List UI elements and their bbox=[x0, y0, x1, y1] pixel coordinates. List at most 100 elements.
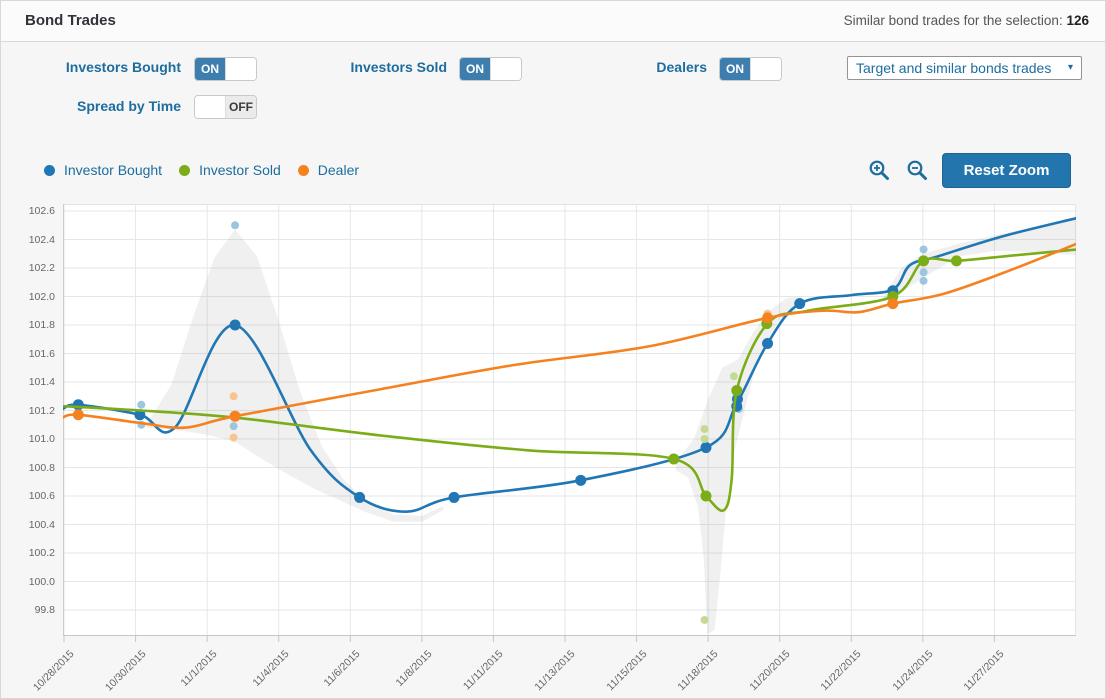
x-axis-tick-label: 11/13/2015 bbox=[532, 648, 578, 694]
y-axis-tick-label: 101.2 bbox=[28, 404, 55, 417]
legend-dot-icon bbox=[44, 164, 55, 176]
y-axis-tick-label: 102.2 bbox=[28, 262, 55, 274]
magnifier-plus-icon bbox=[869, 160, 889, 180]
y-axis-tick-label: 100.2 bbox=[28, 547, 55, 559]
data-point-dealer[interactable] bbox=[229, 410, 241, 422]
data-point-investor-bought[interactable] bbox=[575, 474, 587, 486]
toggle-knob bbox=[195, 96, 226, 118]
spread-by-time-toggle[interactable]: OFF bbox=[194, 95, 257, 119]
data-point-investor-bought[interactable] bbox=[762, 338, 774, 350]
bond-trades-chart[interactable] bbox=[63, 204, 1076, 644]
data-point-dealer[interactable] bbox=[72, 409, 84, 421]
satellite-point-dealer[interactable] bbox=[229, 433, 238, 442]
y-axis-tick-label: 102.6 bbox=[28, 205, 55, 217]
zoom-out-button[interactable] bbox=[906, 159, 929, 182]
investors-sold-label: Investors Sold bbox=[350, 59, 447, 75]
trades-scope-value: Target and similar bonds trades bbox=[856, 60, 1052, 76]
y-axis-tick-label: 102.4 bbox=[28, 233, 55, 246]
y-axis-tick-label: 101.4 bbox=[28, 376, 55, 388]
satellite-point-investor-bought[interactable] bbox=[137, 400, 146, 409]
data-point-investor-bought[interactable] bbox=[72, 399, 84, 411]
y-axis-tick-label: 101.0 bbox=[28, 433, 55, 445]
y-axis-tick-label: 102.0 bbox=[28, 290, 55, 303]
series-line-investor-bought bbox=[63, 216, 1076, 514]
x-axis-tick-label: 11/27/2015 bbox=[961, 648, 1007, 694]
legend-dot-icon bbox=[297, 164, 309, 176]
y-axis-tick-label: 100.8 bbox=[28, 461, 55, 474]
data-point-investor-sold[interactable] bbox=[918, 255, 930, 267]
legend-item-investor-bought[interactable]: Investor Bought bbox=[44, 162, 162, 178]
spread-band bbox=[146, 229, 444, 522]
x-axis-tick-label: 11/22/2015 bbox=[818, 648, 864, 694]
toggle-state-label: OFF bbox=[226, 96, 256, 118]
x-axis-tick-label: 11/6/2015 bbox=[321, 648, 363, 689]
spread-by-time-label: Spread by Time bbox=[76, 98, 181, 114]
satellite-point-dealer[interactable] bbox=[229, 392, 238, 401]
zoom-in-button[interactable] bbox=[868, 159, 891, 182]
x-axis-tick-label: 11/18/2015 bbox=[675, 648, 721, 694]
toggle-state-label: ON bbox=[195, 58, 225, 80]
x-axis-tick-label: 11/15/2015 bbox=[603, 648, 650, 694]
data-point-investor-bought[interactable] bbox=[794, 298, 806, 310]
chart-plot[interactable] bbox=[63, 204, 1076, 644]
panel-header: Bond Trades Similar bond trades for the … bbox=[1, 1, 1105, 42]
magnifier-minus-icon bbox=[907, 160, 927, 180]
satellite-point-investor-bought[interactable] bbox=[919, 268, 928, 277]
satellite-point-investor-sold[interactable] bbox=[700, 425, 709, 434]
satellite-point-investor-bought[interactable] bbox=[229, 422, 238, 431]
satellite-point-investor-bought[interactable] bbox=[919, 245, 928, 254]
legend-label: Dealer bbox=[317, 162, 360, 178]
data-point-investor-bought[interactable] bbox=[700, 442, 712, 454]
y-axis-tick-label: 100.4 bbox=[28, 518, 55, 531]
data-point-investor-sold[interactable] bbox=[731, 385, 743, 397]
toggle-state-label: ON bbox=[720, 58, 750, 80]
data-point-dealer[interactable] bbox=[762, 312, 774, 324]
x-axis-tick-label: 11/20/2015 bbox=[747, 648, 793, 694]
chart-legend: Investor Bought Investor Sold Dealer bbox=[44, 162, 359, 178]
y-axis-tick-label: 99.8 bbox=[34, 604, 55, 616]
data-point-investor-sold[interactable] bbox=[950, 255, 962, 267]
reset-zoom-button[interactable]: Reset Zoom bbox=[942, 153, 1071, 188]
spread-band bbox=[675, 296, 802, 635]
investors-bought-label: Investors Bought bbox=[65, 59, 181, 75]
satellite-point-investor-sold[interactable] bbox=[729, 372, 738, 381]
data-point-investor-sold[interactable] bbox=[700, 490, 712, 502]
x-axis-tick-label: 10/30/2015 bbox=[102, 648, 149, 694]
legend-dot-icon bbox=[179, 164, 191, 176]
data-point-dealer[interactable] bbox=[887, 298, 899, 310]
x-axis-tick-label: 11/11/2015 bbox=[461, 648, 506, 693]
dealers-label: Dealers bbox=[656, 59, 707, 75]
satellite-point-investor-sold[interactable] bbox=[700, 435, 709, 443]
chevron-down-icon: ▾ bbox=[1067, 62, 1073, 73]
spread-band bbox=[883, 219, 1076, 303]
investors-sold-toggle[interactable]: ON bbox=[459, 57, 522, 81]
x-axis-tick-label: 11/8/2015 bbox=[393, 648, 435, 689]
x-axis-tick-label: 10/28/2015 bbox=[30, 648, 77, 694]
toggle-knob bbox=[750, 58, 781, 80]
y-axis-tick-label: 100.0 bbox=[28, 575, 55, 588]
similar-trades-summary: Similar bond trades for the selection: 1… bbox=[844, 1, 1089, 41]
legend-label: Investor Sold bbox=[199, 162, 281, 178]
satellite-point-investor-bought[interactable] bbox=[231, 221, 240, 230]
page-title: Bond Trades bbox=[25, 12, 116, 29]
satellite-point-investor-bought[interactable] bbox=[919, 276, 928, 285]
toggle-knob bbox=[490, 58, 521, 80]
satellite-point-investor-sold[interactable] bbox=[700, 615, 709, 624]
data-point-investor-bought[interactable] bbox=[229, 319, 241, 331]
legend-item-dealer[interactable]: Dealer bbox=[297, 162, 360, 178]
series-line-dealer bbox=[63, 242, 1076, 430]
data-point-investor-bought[interactable] bbox=[448, 491, 460, 503]
y-axis-tick-label: 100.6 bbox=[28, 490, 55, 502]
data-point-investor-bought[interactable] bbox=[354, 491, 366, 503]
summary-label: Similar bond trades for the selection: bbox=[843, 13, 1063, 28]
legend-item-investor-sold[interactable]: Investor Sold bbox=[179, 162, 281, 178]
dealers-toggle[interactable]: ON bbox=[719, 57, 782, 81]
trades-scope-select[interactable]: Target and similar bonds trades ▾ bbox=[847, 56, 1082, 80]
data-point-investor-sold[interactable] bbox=[668, 453, 680, 465]
data-point-investor-bought[interactable] bbox=[134, 409, 146, 421]
investors-bought-toggle[interactable]: ON bbox=[194, 57, 257, 81]
toggle-state-label: ON bbox=[460, 58, 490, 80]
y-axis-tick-label: 101.8 bbox=[28, 319, 55, 331]
summary-count: 126 bbox=[1066, 13, 1089, 28]
